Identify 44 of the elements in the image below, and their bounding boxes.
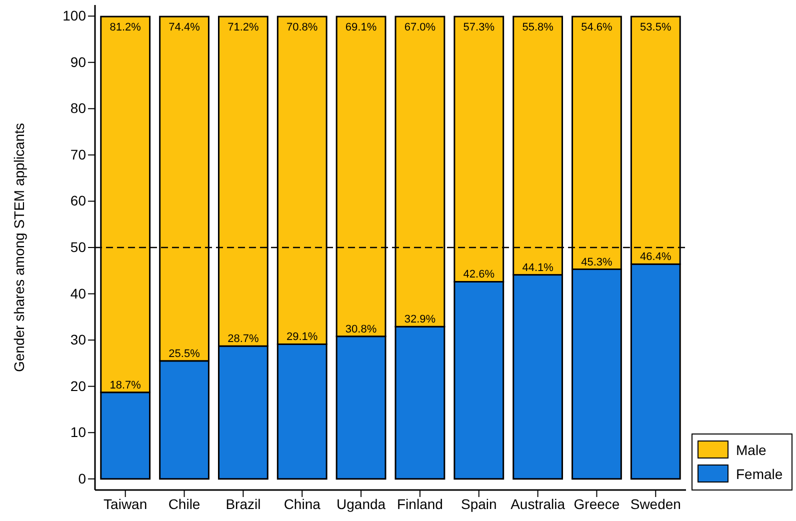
y-tick-label: 90 bbox=[70, 54, 86, 70]
x-tick-label: China bbox=[284, 496, 321, 512]
data-label: 30.8% bbox=[345, 323, 377, 336]
y-tick-label: 60 bbox=[70, 192, 86, 209]
y-tick-label: 80 bbox=[70, 100, 86, 116]
y-axis-title: Gender shares among STEM applicants bbox=[11, 122, 27, 372]
data-label: 74.4% bbox=[168, 22, 200, 34]
legend-label: Female bbox=[736, 466, 783, 482]
data-label: 45.3% bbox=[581, 256, 613, 268]
data-label: 57.3% bbox=[463, 22, 495, 34]
y-tick-label: 70 bbox=[70, 146, 86, 162]
data-label: 67.0% bbox=[404, 22, 436, 34]
x-tick-label: Australia bbox=[510, 496, 566, 512]
data-label: 44.1% bbox=[522, 262, 554, 274]
legend-label: Male bbox=[736, 442, 767, 458]
data-label: 18.7% bbox=[110, 379, 142, 392]
y-tick-label: 40 bbox=[70, 285, 86, 302]
y-tick-label: 100 bbox=[62, 8, 86, 24]
y-tick-label: 10 bbox=[70, 424, 86, 440]
data-label: 42.6% bbox=[463, 268, 495, 281]
y-tick-label: 0 bbox=[78, 470, 86, 486]
y-tick-label: 20 bbox=[70, 378, 86, 394]
data-label: 69.1% bbox=[345, 22, 377, 34]
x-tick-label: Sweden bbox=[630, 496, 681, 512]
data-label: 46.4% bbox=[640, 251, 672, 264]
data-label: 54.6% bbox=[581, 22, 613, 34]
data-label: 28.7% bbox=[228, 333, 259, 346]
x-tick-label: Taiwan bbox=[104, 496, 148, 512]
x-tick-label: Chile bbox=[168, 496, 200, 512]
data-label: 71.2% bbox=[228, 22, 259, 34]
y-tick-label: 30 bbox=[70, 332, 86, 348]
y-tick-label: 50 bbox=[70, 238, 86, 255]
data-label: 55.8% bbox=[522, 22, 554, 34]
data-label: 25.5% bbox=[168, 348, 200, 360]
x-tick-label: Brazil bbox=[226, 496, 261, 512]
data-label: 70.8% bbox=[286, 22, 318, 34]
data-label: 81.2% bbox=[110, 22, 142, 34]
x-tick-label: Finland bbox=[397, 496, 443, 512]
data-label: 29.1% bbox=[286, 331, 318, 344]
x-tick-label: Greece bbox=[574, 496, 620, 512]
x-tick-label: Spain bbox=[460, 496, 497, 512]
data-label: 53.5% bbox=[640, 22, 672, 34]
data-label: 32.9% bbox=[404, 314, 436, 326]
x-tick-label: Uganda bbox=[336, 496, 386, 512]
